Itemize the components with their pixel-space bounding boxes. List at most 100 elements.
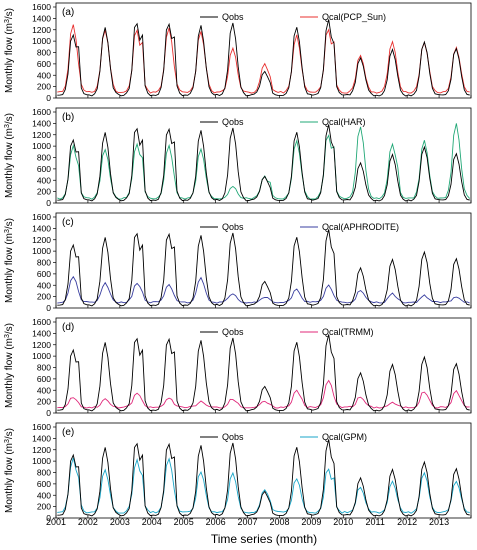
y-axis-label: Monthly flow (m3/s) <box>4 218 16 303</box>
x-tick-label: 2008 <box>269 517 289 527</box>
series-line-qobs <box>57 439 470 517</box>
x-tick-label: 2007 <box>238 517 258 527</box>
x-axis-label: Time series (month) <box>211 532 317 546</box>
x-tick-label: 2001 <box>46 517 66 527</box>
y-tick-label: 0 <box>46 303 51 313</box>
panel-label: (e) <box>62 427 74 438</box>
y-tick-label: 1600 <box>32 422 51 432</box>
y-tick-label: 800 <box>37 153 51 163</box>
series-line-qcal-gpm- <box>57 457 470 514</box>
y-tick-label: 600 <box>37 164 51 174</box>
y-tick-label: 1200 <box>32 130 51 140</box>
y-tick-label: 1600 <box>32 212 51 222</box>
legend-label-qobs: Qobs <box>222 12 244 22</box>
panel-label: (a) <box>62 7 74 18</box>
y-tick-label: 1200 <box>32 235 51 245</box>
y-tick-label: 400 <box>37 175 51 185</box>
plot-frame <box>55 2 472 99</box>
x-tick-label: 2012 <box>397 517 417 527</box>
plot-frame <box>55 107 472 204</box>
legend-label-sim: Qcal(GPM) <box>322 432 367 442</box>
y-tick-label: 400 <box>37 385 51 395</box>
series-line-qobs <box>57 229 470 307</box>
y-tick-label: 1400 <box>32 13 51 23</box>
y-tick-label: 400 <box>37 280 51 290</box>
legend-label-qobs: Qobs <box>222 432 244 442</box>
y-tick-label: 1000 <box>32 351 51 361</box>
legend-label-sim: Qcal(HAR) <box>322 117 366 127</box>
y-tick-label: 200 <box>37 187 51 197</box>
plot-frame <box>55 422 472 519</box>
y-tick-label: 800 <box>37 363 51 373</box>
y-tick-label: 1600 <box>32 317 51 327</box>
y-tick-label: 1000 <box>32 141 51 151</box>
y-tick-label: 400 <box>37 490 51 500</box>
y-tick-label: 1200 <box>32 340 51 350</box>
y-tick-label: 600 <box>37 59 51 69</box>
y-axis-label: Monthly flow (m3/s) <box>4 8 16 93</box>
y-tick-label: 1400 <box>32 223 51 233</box>
legend-label-qobs: Qobs <box>222 117 244 127</box>
y-tick-label: 1200 <box>32 445 51 455</box>
series-line-qcal-har- <box>57 123 471 200</box>
x-tick-label: 2006 <box>206 517 226 527</box>
y-tick-label: 600 <box>37 374 51 384</box>
series-line-qcal-trmm- <box>57 379 470 409</box>
plot-frame <box>55 212 472 309</box>
y-tick-label: 0 <box>46 93 51 103</box>
y-tick-label: 1000 <box>32 246 51 256</box>
y-tick-label: 200 <box>37 502 51 512</box>
x-tick-label: 2011 <box>366 517 385 527</box>
legend-label-sim: Qcal(APHRODITE) <box>322 222 399 232</box>
y-axis-label: Monthly flow (m3/s) <box>4 323 16 408</box>
y-tick-label: 800 <box>37 48 51 58</box>
series-line-qcal-pcp-sun- <box>57 24 470 94</box>
y-tick-label: 0 <box>46 408 51 418</box>
y-tick-label: 400 <box>37 70 51 80</box>
y-tick-label: 1600 <box>32 107 51 117</box>
y-tick-label: 1400 <box>32 328 51 338</box>
panel-label: (d) <box>62 322 74 333</box>
x-tick-label: 2003 <box>110 517 130 527</box>
y-axis-label: Monthly flow (m3/s) <box>4 428 16 513</box>
legend-label-sim: Qcal(TRMM) <box>322 327 374 337</box>
x-tick-label: 2010 <box>333 517 353 527</box>
x-tick-label: 2002 <box>78 517 98 527</box>
x-tick-label: 2013 <box>429 517 449 527</box>
y-tick-label: 0 <box>46 198 51 208</box>
y-tick-label: 800 <box>37 258 51 268</box>
y-tick-label: 1400 <box>32 118 51 128</box>
series-line-qcal-aphrodite- <box>57 275 470 304</box>
legend-label-qobs: Qobs <box>222 222 244 232</box>
series-line-qobs <box>57 19 470 97</box>
y-tick-label: 200 <box>37 82 51 92</box>
panel-label: (c) <box>62 217 74 228</box>
y-tick-label: 1400 <box>32 433 51 443</box>
y-tick-label: 600 <box>37 269 51 279</box>
legend-label-qobs: Qobs <box>222 327 244 337</box>
y-tick-label: 1200 <box>32 25 51 35</box>
y-tick-label: 200 <box>37 397 51 407</box>
y-tick-label: 1000 <box>32 456 51 466</box>
y-axis-label: Monthly flow (m3/s) <box>4 113 16 198</box>
y-tick-label: 1000 <box>32 36 51 46</box>
y-tick-label: 200 <box>37 292 51 302</box>
y-tick-label: 800 <box>37 468 51 478</box>
plot-frame <box>55 317 472 414</box>
series-line-qobs <box>57 334 470 412</box>
y-tick-label: 0 <box>46 513 51 523</box>
series-line-qobs <box>57 124 470 202</box>
x-tick-label: 2005 <box>174 517 194 527</box>
x-axis: 2001 2002 2003 2004 2005 2006 2007 2008 2009 2010… <box>46 517 449 527</box>
x-tick-label: 2009 <box>301 517 321 527</box>
legend-label-sim: Qcal(PCP_Sun) <box>322 12 386 22</box>
y-tick-label: 1600 <box>32 2 51 12</box>
x-tick-label: 2004 <box>142 517 162 527</box>
